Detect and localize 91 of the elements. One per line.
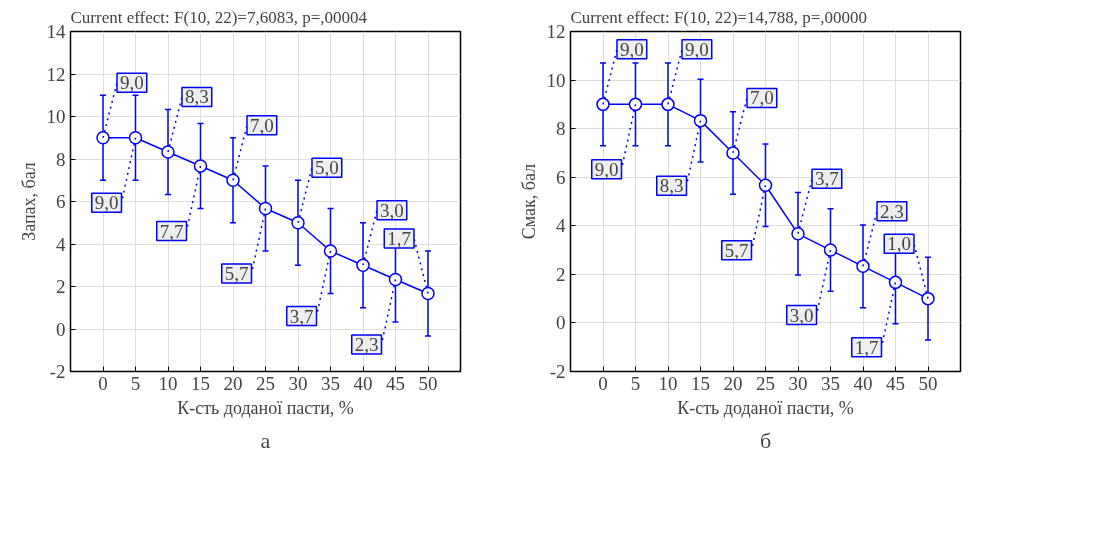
x-tick-label: 0 (598, 372, 608, 394)
y-tick-label: 4 (556, 215, 566, 237)
y-tick-label: 0 (56, 318, 66, 340)
point (758, 178, 773, 192)
point (388, 272, 403, 287)
y-tick-label: 6 (556, 166, 566, 188)
y-axis-title: Смак, бал (518, 163, 539, 240)
y-tick-label: 12 (546, 21, 566, 42)
point (791, 227, 805, 241)
data-label: 9,0 (620, 38, 644, 60)
data-label: 9,0 (685, 38, 709, 60)
y-tick-label: 8 (556, 118, 566, 140)
x-tick-label: 15 (191, 372, 210, 394)
point (888, 275, 903, 290)
data-label: 9,0 (94, 192, 119, 214)
data-label: 8,3 (659, 175, 684, 197)
x-tick-label: 20 (223, 372, 243, 394)
point (226, 173, 240, 187)
data-label: 2,3 (354, 333, 379, 355)
y-tick-label: 10 (546, 69, 566, 91)
x-tick-label: 40 (853, 372, 873, 394)
text: а (260, 427, 271, 453)
data-label: 1,0 (887, 233, 911, 255)
point (323, 244, 338, 258)
data-label: 3,0 (380, 199, 404, 221)
x-tick-label: 40 (353, 372, 373, 394)
point (258, 201, 273, 216)
x-tick-label: 50 (918, 372, 938, 394)
data-label: 9,0 (594, 158, 619, 180)
data-label: 3,7 (815, 168, 839, 190)
x-tick-label: 5 (630, 372, 641, 394)
point (291, 216, 305, 230)
chart-title: Current effect: F(10, 22)=7,6083, p=,00004 (70, 7, 368, 27)
x-tick-label: 25 (756, 372, 775, 394)
data-label: 7,7 (159, 220, 184, 242)
data-label: 9,0 (120, 72, 144, 94)
text: б (759, 427, 772, 453)
point (161, 145, 175, 159)
x-tick-label: 45 (386, 372, 405, 394)
point (193, 159, 208, 173)
y-tick-label: 8 (56, 148, 66, 170)
x-tick-label: 20 (723, 372, 743, 394)
x-tick-label: 5 (130, 372, 141, 394)
y-tick-label: 2 (556, 263, 566, 285)
point (96, 131, 110, 145)
x-tick-label: 35 (821, 372, 840, 394)
data-label: 1,7 (854, 336, 879, 358)
x-axis-title: К-сть доданої пасти, % (677, 397, 854, 418)
data-label: 7,0 (250, 114, 274, 136)
x-tick-label: 45 (886, 372, 905, 394)
x-tick-label: 30 (788, 372, 808, 394)
y-tick-label: 4 (56, 233, 66, 255)
x-tick-label: 10 (158, 372, 178, 394)
point (596, 97, 610, 112)
x-tick-label: 15 (691, 372, 710, 394)
y-tick-label: 2 (56, 276, 66, 297)
y-tick-label: -2 (49, 361, 66, 382)
data-label: 5,7 (724, 239, 749, 261)
point (726, 146, 740, 160)
y-tick-label: 14 (46, 21, 66, 42)
data-label: 3,0 (789, 304, 814, 326)
data-label: 7,0 (750, 87, 774, 109)
y-axis-title: Запах, бал (18, 162, 39, 241)
point (856, 259, 870, 274)
point (693, 113, 708, 128)
data-label: 2,3 (880, 200, 904, 222)
x-tick-label: 25 (256, 372, 275, 394)
point (921, 291, 935, 306)
chart-title: Current effect: F(10, 22)=14,788, p=,00000 (570, 7, 867, 27)
data-label: 1,7 (387, 228, 411, 250)
y-tick-label: 10 (46, 106, 66, 127)
x-tick-label: 50 (418, 372, 438, 394)
point (628, 97, 643, 112)
x-tick-label: 30 (288, 372, 308, 394)
y-tick-label: -2 (549, 361, 566, 382)
x-tick-label: 35 (321, 372, 340, 394)
point (356, 258, 370, 272)
point (661, 97, 675, 112)
x-tick-label: 10 (658, 372, 678, 394)
point (823, 243, 838, 257)
y-tick-label: 12 (46, 63, 66, 85)
point (421, 286, 435, 301)
data-label: 8,3 (185, 86, 209, 108)
data-label: 3,7 (289, 305, 314, 327)
data-label: 5,7 (224, 263, 249, 285)
x-tick-label: 0 (98, 372, 108, 394)
y-tick-label: 0 (556, 312, 566, 334)
point (128, 131, 143, 145)
data-label: 5,0 (315, 157, 339, 179)
y-tick-label: 6 (56, 191, 66, 212)
x-axis-title: К-сть доданої пасти, % (177, 397, 354, 418)
